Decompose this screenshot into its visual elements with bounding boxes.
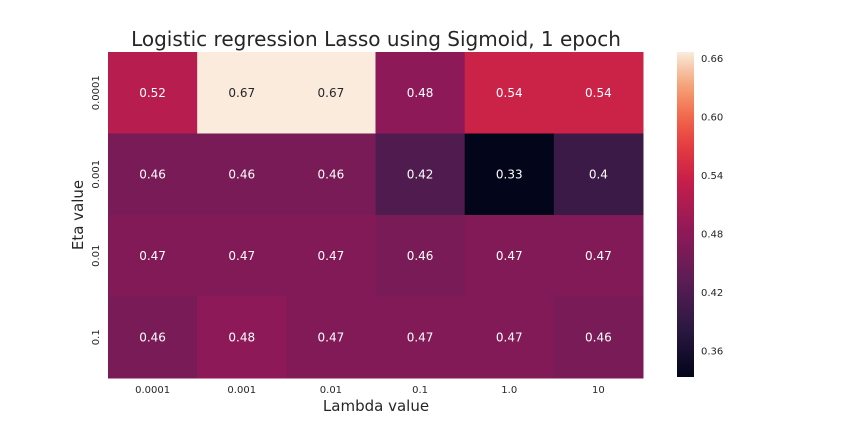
heatmap-cells: 0.52 0.67 0.67 0.48 0.54 0.54 0.46 0.46 0.46 0.42… [108, 52, 644, 379]
cell-value-label: 0.47 [496, 249, 523, 263]
heatmap-cell [197, 296, 287, 379]
heatmap-cell [464, 296, 555, 379]
heatmap-cell [375, 52, 466, 134]
y-tick-labels: 0.0001 0.001 0.01 0.1 [91, 75, 102, 345]
cell-value-label: 0.42 [407, 167, 434, 181]
heatmap-cell [464, 52, 555, 134]
y-tick-label: 0.1 [91, 329, 102, 345]
colorbar-tick-label: 0.36 [701, 346, 723, 357]
colorbar-tick-label: 0.48 [701, 230, 723, 241]
cell-value-label: 0.67 [228, 86, 255, 100]
colorbar-tick-label: 0.54 [701, 171, 723, 182]
heatmap-cell [286, 133, 376, 216]
cell-value-label: 0.47 [228, 249, 255, 263]
cell-value-label: 0.54 [585, 86, 612, 100]
x-tick-label: 0.0001 [135, 385, 170, 396]
colorbar-tick-label: 0.66 [701, 54, 723, 65]
chart-title: Logistic regression Lasso using Sigmoid,… [131, 27, 621, 51]
cell-value-label: 0.47 [585, 249, 612, 263]
cell-value-label: 0.52 [139, 86, 166, 100]
cell-value-label: 0.4 [589, 167, 608, 181]
cell-value-label: 0.33 [496, 167, 523, 181]
heatmap-cell [375, 133, 466, 216]
colorbar [677, 52, 694, 377]
cell-value-label: 0.46 [228, 167, 255, 181]
heatmap-cell [375, 296, 466, 379]
heatmap-cell [375, 215, 466, 297]
cell-value-label: 0.46 [139, 167, 166, 181]
heatmap-cell [197, 133, 287, 216]
cell-value-label: 0.47 [496, 330, 523, 344]
y-tick-label: 0.001 [91, 160, 102, 189]
y-axis-label: Eta value [69, 180, 87, 250]
y-tick-label: 0.01 [91, 245, 102, 267]
cell-value-label: 0.47 [318, 330, 345, 344]
heatmap-cell [108, 133, 198, 216]
cell-value-label: 0.46 [318, 167, 345, 181]
cell-value-label: 0.47 [318, 249, 345, 263]
colorbar-tick-label: 0.42 [701, 288, 723, 299]
heatmap-cell [464, 133, 555, 216]
heatmap-cell [553, 52, 644, 134]
y-tick-label: 0.0001 [91, 75, 102, 110]
heatmap-cell [553, 133, 644, 216]
x-tick-label: 0.1 [412, 385, 428, 396]
heatmap-cell [553, 215, 644, 297]
cell-value-label: 0.47 [139, 249, 166, 263]
cell-value-label: 0.54 [496, 86, 523, 100]
x-tick-label: 1.0 [501, 385, 517, 396]
cell-value-label: 0.48 [228, 330, 255, 344]
heatmap-cell [108, 296, 198, 379]
cell-value-label: 0.46 [407, 249, 434, 263]
x-tick-labels: 0.0001 0.001 0.01 0.1 1.0 10 [135, 385, 605, 396]
heatmap-cell [108, 215, 198, 297]
heatmap-cell [286, 52, 376, 134]
heatmap-cell [286, 215, 376, 297]
heatmap-cell [108, 52, 198, 134]
cell-value-label: 0.46 [139, 330, 166, 344]
x-tick-label: 0.01 [320, 385, 342, 396]
colorbar-ticks: 0.36 0.42 0.48 0.54 0.60 0.66 [701, 54, 723, 357]
cell-value-label: 0.47 [407, 330, 434, 344]
x-tick-label: 0.001 [227, 385, 256, 396]
x-axis-label: Lambda value [323, 397, 429, 415]
heatmap-cell [197, 52, 287, 134]
colorbar-tick-label: 0.60 [701, 113, 723, 124]
heatmap-cell [197, 215, 287, 297]
heatmap-cell [553, 296, 644, 379]
heatmap-cell [286, 296, 376, 379]
cell-value-label: 0.67 [318, 86, 345, 100]
x-tick-label: 10 [592, 385, 605, 396]
heatmap-cell [464, 215, 555, 297]
cell-value-label: 0.46 [585, 330, 612, 344]
cell-value-label: 0.48 [407, 86, 434, 100]
